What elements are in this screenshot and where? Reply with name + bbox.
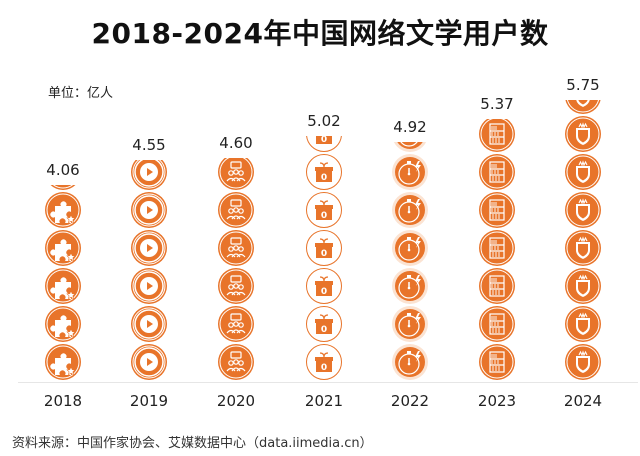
shield-icon: [564, 100, 602, 115]
value-label: 5.37: [480, 95, 514, 113]
group-chat-icon: [217, 191, 255, 229]
bar-2019: [129, 160, 169, 381]
bookshelf-icon: [478, 191, 516, 229]
shield-icon: [564, 191, 602, 229]
gift-icon: 0: [305, 136, 343, 153]
stopwatch-icon: [391, 305, 429, 343]
group-chat-icon: [217, 158, 255, 191]
svg-text:0: 0: [321, 287, 327, 297]
value-label: 4.92: [393, 118, 427, 136]
gift-icon: 0: [305, 191, 343, 229]
stopwatch-icon: [391, 343, 429, 381]
bar-2018: [43, 185, 83, 381]
bar-2020: [216, 158, 256, 381]
x-axis-line: [18, 382, 638, 383]
bar-2022: [390, 142, 430, 381]
bookshelf-icon: [478, 119, 516, 153]
x-tick-label: 2019: [129, 392, 169, 410]
shield-icon: [564, 267, 602, 305]
value-label: 4.60: [219, 134, 253, 152]
gift-icon: 0: [305, 153, 343, 191]
unit-label: 单位：亿人: [48, 86, 114, 101]
group-chat-icon: [217, 229, 255, 267]
stopwatch-icon: [391, 267, 429, 305]
svg-text:0: 0: [321, 136, 327, 145]
bookshelf-icon: [478, 343, 516, 381]
shield-icon: [564, 305, 602, 343]
stopwatch-icon: [391, 142, 429, 153]
play-icon: [130, 267, 168, 305]
x-tick-label: 2020: [216, 392, 256, 410]
stopwatch-icon: [391, 229, 429, 267]
puzzle-icon: [44, 191, 82, 229]
shield-icon: [564, 153, 602, 191]
value-label: 4.06: [46, 161, 80, 179]
gift-icon: 0: [305, 305, 343, 343]
value-label: 4.55: [132, 136, 166, 154]
gift-icon: 0: [305, 229, 343, 267]
gift-icon: 0: [305, 267, 343, 305]
puzzle-icon: [44, 343, 82, 381]
play-icon: [130, 229, 168, 267]
svg-text:0: 0: [321, 211, 327, 221]
stopwatch-icon: [391, 153, 429, 191]
source-note: 资料来源：中国作家协会、艾媒数据中心（data.iimedia.cn）: [12, 436, 373, 451]
svg-text:0: 0: [321, 325, 327, 335]
puzzle-icon: [44, 305, 82, 343]
shield-icon: [564, 115, 602, 153]
shield-icon: [564, 229, 602, 267]
bar-2023: [477, 119, 517, 381]
value-label: 5.02: [307, 112, 341, 130]
x-tick-label: 2022: [390, 392, 430, 410]
bookshelf-icon: [478, 153, 516, 191]
shield-icon: [564, 343, 602, 381]
puzzle-icon: [44, 267, 82, 305]
play-icon: [130, 343, 168, 381]
x-tick-label: 2024: [563, 392, 603, 410]
x-tick-label: 2021: [304, 392, 344, 410]
x-tick-label: 2023: [477, 392, 517, 410]
puzzle-icon: [44, 229, 82, 267]
bar-2024: [563, 100, 603, 381]
svg-text:0: 0: [321, 363, 327, 373]
puzzle-icon: [44, 185, 82, 191]
svg-text:0: 0: [321, 249, 327, 259]
value-label: 5.75: [566, 76, 600, 94]
bookshelf-icon: [478, 267, 516, 305]
x-tick-label: 2018: [43, 392, 83, 410]
bar-2021: 0 0 0 0 0 0 0: [304, 136, 344, 381]
stopwatch-icon: [391, 191, 429, 229]
svg-text:0: 0: [321, 173, 327, 183]
chart-title: 2018-2024年中国网络文学用户数: [91, 17, 549, 50]
group-chat-icon: [217, 305, 255, 343]
play-icon: [130, 191, 168, 229]
gift-icon: 0: [305, 343, 343, 381]
group-chat-icon: [217, 267, 255, 305]
play-icon: [130, 305, 168, 343]
play-icon: [130, 160, 168, 191]
bookshelf-icon: [478, 305, 516, 343]
bookshelf-icon: [478, 229, 516, 267]
group-chat-icon: [217, 343, 255, 381]
